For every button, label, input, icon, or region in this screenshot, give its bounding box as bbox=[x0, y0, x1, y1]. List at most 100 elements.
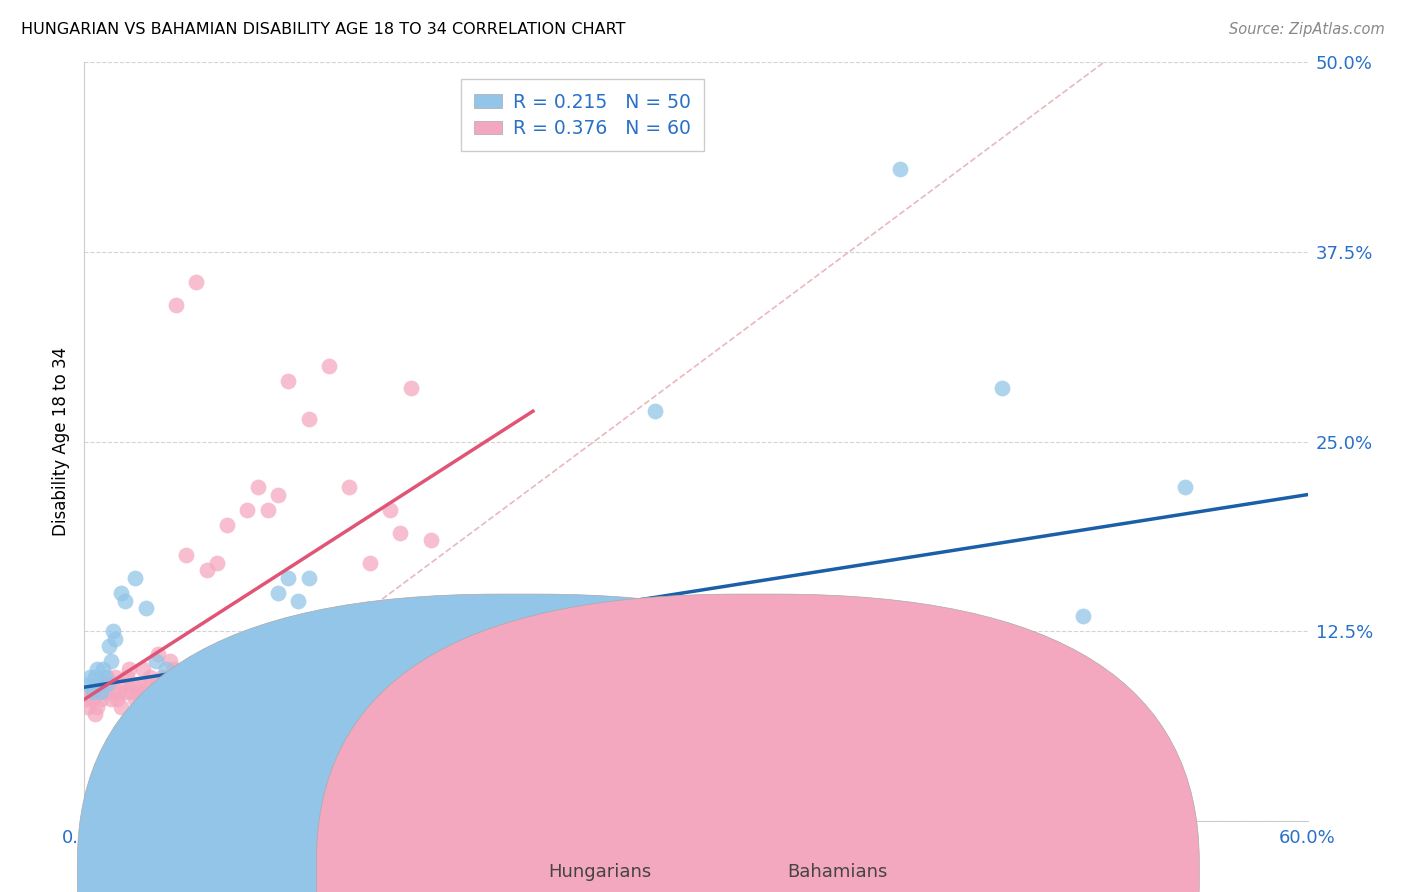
Point bbox=[522, 715, 544, 730]
Point bbox=[1073, 608, 1095, 623]
Point bbox=[132, 662, 155, 676]
Point bbox=[118, 662, 141, 676]
Text: HUNGARIAN VS BAHAMIAN DISABILITY AGE 18 TO 34 CORRELATION CHART: HUNGARIAN VS BAHAMIAN DISABILITY AGE 18 … bbox=[21, 22, 626, 37]
Point bbox=[138, 669, 160, 683]
Point bbox=[389, 525, 412, 540]
Point bbox=[90, 692, 112, 706]
Point bbox=[165, 298, 187, 312]
Point bbox=[146, 647, 169, 661]
Point bbox=[150, 669, 173, 683]
Point bbox=[87, 677, 110, 691]
Point bbox=[205, 556, 228, 570]
Point bbox=[79, 685, 101, 699]
Y-axis label: Disability Age 18 to 34: Disability Age 18 to 34 bbox=[52, 347, 70, 536]
Point bbox=[101, 624, 124, 639]
Point bbox=[75, 692, 97, 706]
Point bbox=[318, 677, 340, 691]
Point bbox=[155, 662, 177, 676]
Point bbox=[83, 669, 105, 683]
Point bbox=[267, 487, 290, 501]
Point bbox=[298, 412, 321, 426]
Point bbox=[481, 639, 503, 653]
Point bbox=[104, 632, 127, 646]
Point bbox=[339, 480, 361, 494]
Point bbox=[87, 685, 110, 699]
Point bbox=[174, 548, 197, 563]
Point bbox=[359, 685, 381, 699]
Point bbox=[522, 669, 544, 683]
Point bbox=[108, 685, 131, 699]
Point bbox=[104, 669, 127, 683]
Legend: R = 0.215   N = 50, R = 0.376   N = 60: R = 0.215 N = 50, R = 0.376 N = 60 bbox=[461, 79, 704, 151]
Point bbox=[236, 685, 259, 699]
Point bbox=[287, 594, 309, 608]
Point bbox=[131, 692, 153, 706]
Point bbox=[110, 699, 132, 714]
Point bbox=[186, 275, 208, 289]
Point bbox=[135, 601, 157, 615]
Point bbox=[124, 571, 146, 585]
Point bbox=[91, 677, 114, 691]
Text: Bahamians: Bahamians bbox=[787, 863, 887, 881]
Point bbox=[136, 677, 159, 691]
Point bbox=[583, 662, 606, 676]
Point bbox=[217, 517, 239, 532]
Point bbox=[110, 586, 132, 600]
Point bbox=[90, 685, 112, 699]
Point bbox=[82, 692, 104, 706]
Point bbox=[96, 677, 118, 691]
Point bbox=[236, 503, 259, 517]
Point bbox=[277, 571, 299, 585]
Point bbox=[502, 632, 524, 646]
Point bbox=[869, 685, 891, 699]
Point bbox=[155, 669, 177, 683]
Point bbox=[644, 404, 666, 418]
Point bbox=[159, 655, 181, 669]
Point bbox=[93, 669, 115, 683]
Point bbox=[100, 692, 122, 706]
Point bbox=[100, 655, 122, 669]
Point bbox=[440, 685, 463, 699]
Point bbox=[929, 669, 952, 683]
Point bbox=[298, 571, 321, 585]
Point bbox=[141, 692, 163, 706]
Point bbox=[267, 586, 290, 600]
Point bbox=[217, 685, 239, 699]
Point bbox=[115, 669, 138, 683]
Point bbox=[277, 374, 299, 388]
Point bbox=[359, 556, 381, 570]
Point bbox=[96, 669, 118, 683]
Point bbox=[77, 677, 100, 691]
Point bbox=[308, 662, 330, 676]
Point bbox=[1174, 480, 1197, 494]
Point bbox=[83, 707, 105, 722]
Point bbox=[991, 382, 1014, 396]
Point bbox=[93, 685, 115, 699]
Point bbox=[101, 685, 124, 699]
Point bbox=[195, 564, 218, 578]
Point bbox=[246, 480, 269, 494]
Point bbox=[174, 677, 197, 691]
Point bbox=[318, 359, 340, 373]
Point bbox=[145, 677, 167, 691]
Point bbox=[163, 662, 186, 676]
Point bbox=[420, 533, 443, 548]
Point bbox=[706, 655, 728, 669]
Point bbox=[128, 677, 150, 691]
Point bbox=[165, 669, 187, 683]
Point bbox=[142, 685, 165, 699]
Point bbox=[195, 655, 218, 669]
Point bbox=[97, 639, 120, 653]
Point bbox=[257, 503, 280, 517]
Point bbox=[86, 662, 108, 676]
Point bbox=[399, 669, 422, 683]
Point bbox=[889, 161, 911, 176]
Point bbox=[86, 699, 108, 714]
Point bbox=[97, 677, 120, 691]
Point bbox=[135, 685, 157, 699]
Point bbox=[77, 699, 100, 714]
Point bbox=[399, 382, 422, 396]
Point bbox=[747, 685, 769, 699]
Point bbox=[257, 669, 280, 683]
Point bbox=[807, 669, 830, 683]
